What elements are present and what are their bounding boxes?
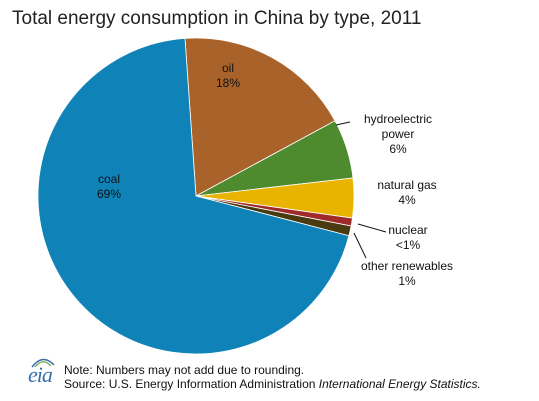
slice-value-hydro: 6% [389, 142, 407, 156]
slice-value-nuclear: <1% [396, 238, 421, 252]
slice-label-hydro: hydroelectric [364, 112, 432, 126]
slice-value-other: 1% [398, 274, 416, 288]
leader-line-other [353, 232, 367, 259]
slice-value-oil: 18% [216, 76, 240, 90]
pie-slice-oil [184, 37, 336, 197]
slice-label-gas: natural gas [377, 178, 436, 192]
slice-label-coal: coal [98, 172, 120, 186]
source-line: Source: U.S. Energy Information Administ… [64, 377, 481, 391]
chart-title: Total energy consumption in China by typ… [12, 8, 422, 29]
slice-label-other: other renewables [361, 259, 453, 273]
slice-label-oil: oil [222, 61, 234, 75]
slice-label-hydro-2: power [382, 127, 415, 141]
pie-slice-coal [37, 37, 350, 355]
slice-label-nuclear: nuclear [388, 223, 427, 237]
eia-logo-arc [31, 358, 55, 368]
slice-value-coal: 69% [97, 187, 121, 201]
pie-slices [37, 37, 355, 355]
rounding-note: Note: Numbers may not add due to roundin… [64, 363, 305, 377]
source-title: International Energy Statistics. [318, 377, 481, 391]
eia-logo: eia [28, 362, 53, 387]
leader-line-nuclear [357, 223, 387, 233]
leader-line-hydro [335, 121, 351, 126]
slice-value-gas: 4% [398, 193, 416, 207]
source-prefix: Source: U.S. Energy Information Administ… [64, 377, 319, 391]
footer-note: Note: Numbers may not add due to roundin… [64, 363, 481, 391]
